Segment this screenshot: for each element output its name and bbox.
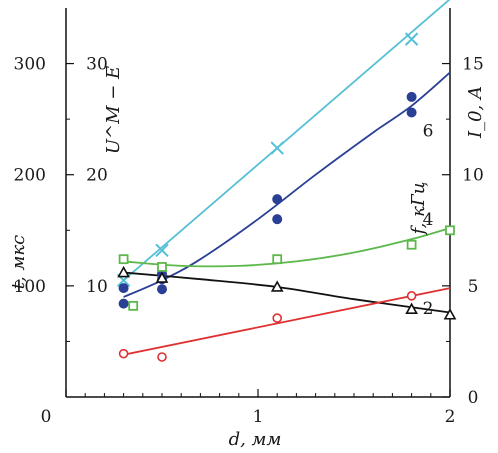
fit-line-series-4 bbox=[123, 271, 451, 314]
data-point-series-5 bbox=[406, 291, 417, 301]
fit-line-series-1 bbox=[123, 0, 451, 281]
data-point-series-3 bbox=[128, 300, 139, 311]
left-outer-tick-label: 200 bbox=[14, 166, 46, 186]
right-inner-axis-label: f, кГц bbox=[408, 182, 429, 237]
data-point-series-2 bbox=[118, 283, 129, 294]
data-point-series-3 bbox=[406, 239, 417, 250]
left-outer-axis-label: t, мкс bbox=[8, 235, 29, 289]
chart-tick-marks bbox=[65, 62, 451, 398]
fit-line-series-3 bbox=[123, 227, 451, 268]
data-point-series-3 bbox=[272, 254, 283, 265]
fit-line-series-2 bbox=[123, 71, 451, 298]
data-point-series-1 bbox=[155, 243, 169, 257]
data-point-series-4 bbox=[405, 302, 418, 314]
data-point-series-2 bbox=[272, 214, 283, 225]
data-point-series-5 bbox=[157, 352, 167, 362]
chart-fit-lines bbox=[123, 0, 451, 356]
left-inner-axis-label: U^M − E bbox=[103, 66, 124, 154]
right-outer-tick-label: 10 bbox=[462, 166, 484, 186]
right-outer-axis-label: I_0, A bbox=[465, 86, 486, 139]
left-inner-tick-label: 10 bbox=[86, 277, 108, 297]
data-point-series-1 bbox=[270, 141, 284, 155]
x-axis-label: d, мм bbox=[229, 429, 282, 450]
data-point-series-2 bbox=[272, 194, 283, 205]
chart-data-points bbox=[116, 32, 457, 362]
right-outer-tick-label: 15 bbox=[462, 55, 484, 75]
data-point-series-5 bbox=[272, 313, 283, 323]
data-point-series-2 bbox=[406, 91, 417, 102]
data-point-series-3 bbox=[118, 254, 129, 265]
left-inner-tick-label: 30 bbox=[86, 55, 108, 75]
data-point-series-2 bbox=[157, 284, 167, 295]
right-outer-tick-label: 0 bbox=[468, 388, 479, 408]
right-inner-tick-label: 6 bbox=[423, 121, 434, 141]
data-point-series-1 bbox=[404, 32, 419, 46]
left-outer-tick-label: 100 bbox=[14, 277, 46, 297]
data-point-series-4 bbox=[443, 308, 457, 320]
data-point-series-5 bbox=[118, 348, 129, 359]
data-point-series-4 bbox=[270, 280, 284, 292]
x-tick-label: 2 bbox=[445, 407, 456, 427]
data-point-series-4 bbox=[117, 265, 130, 278]
right-inner-tick-label: 4 bbox=[423, 210, 434, 230]
left-inner-tick-label: 20 bbox=[86, 166, 108, 186]
chart-axis-labels: d, мм t, мкс U^M − E I_0, A f, кГц bbox=[8, 66, 486, 450]
x-tick-label: 1 bbox=[253, 407, 264, 427]
x-tick-label: 0 bbox=[41, 407, 52, 427]
data-point-series-3 bbox=[445, 225, 455, 236]
data-point-series-3 bbox=[157, 262, 167, 272]
left-outer-tick-label: 300 bbox=[14, 55, 46, 75]
right-outer-tick-label: 5 bbox=[468, 277, 479, 297]
data-point-series-4 bbox=[155, 271, 169, 283]
data-point-series-2 bbox=[118, 298, 129, 309]
data-point-series-2 bbox=[406, 107, 417, 118]
fit-line-series-5 bbox=[123, 287, 451, 356]
